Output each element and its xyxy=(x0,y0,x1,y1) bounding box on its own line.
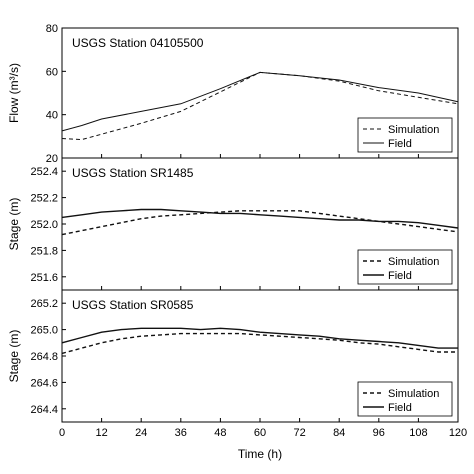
legend-box xyxy=(357,117,453,153)
y-tick-label: 265.2 xyxy=(30,298,58,310)
x-tick-label: 0 xyxy=(59,427,65,439)
y-tick-label: 20 xyxy=(46,153,58,165)
y-tick-label: 252.0 xyxy=(30,219,58,231)
x-tick-label: 24 xyxy=(135,427,147,439)
y-tick-label: 264.6 xyxy=(30,377,58,389)
y-axis-label: Flow (m³/s) xyxy=(7,63,21,123)
y-tick-label: 265.0 xyxy=(30,325,58,337)
series-line-field xyxy=(61,71,459,132)
x-axis-label: Time (h) xyxy=(238,447,282,461)
y-tick-label: 252.2 xyxy=(30,193,58,205)
y-tick-label: 264.8 xyxy=(30,351,58,363)
legend-label: Field xyxy=(388,138,412,150)
legend-label: Simulation xyxy=(388,256,439,268)
x-tick-label: 60 xyxy=(254,427,266,439)
x-tick-label: 48 xyxy=(214,427,226,439)
legend: Simulation Field xyxy=(357,381,453,417)
series-line-simulation xyxy=(61,210,459,236)
legend-box xyxy=(357,249,453,285)
series-line-field xyxy=(61,208,459,229)
y-tick-label: 252.4 xyxy=(30,166,58,178)
x-tick-label: 108 xyxy=(409,427,427,439)
x-tick-label: 84 xyxy=(333,427,345,439)
y-tick-label: 251.6 xyxy=(30,272,58,284)
panel-title: USGS Station SR0585 xyxy=(72,298,194,312)
y-tick-label: 264.4 xyxy=(30,404,58,416)
x-tick-label: 12 xyxy=(95,427,107,439)
legend-label: Field xyxy=(388,270,412,282)
y-axis-label: Stage (m) xyxy=(7,198,21,251)
panel-1: 20 40 60 80 Flow (m³/s) USGS Station 04105500… xyxy=(7,23,459,165)
panel-3: 264.4 264.6 264.8 265.0 265.2 0 12 24 36 48 60 72 84… xyxy=(7,289,467,439)
series-line-simulation xyxy=(61,71,459,141)
y-tick-label: 251.8 xyxy=(30,245,58,257)
series-line-field xyxy=(61,327,458,349)
y-tick-label: 40 xyxy=(46,110,58,122)
panel-title: USGS Station SR1485 xyxy=(72,166,194,180)
panel-title: USGS Station 04105500 xyxy=(72,36,204,50)
y-axis-label: Stage (m) xyxy=(7,330,21,383)
legend: Simulation Field xyxy=(357,249,453,285)
x-tick-label: 36 xyxy=(175,427,187,439)
x-tick-label: 120 xyxy=(449,427,467,439)
legend-box xyxy=(357,381,453,417)
legend-label: Simulation xyxy=(388,388,439,400)
y-tick-label: 60 xyxy=(46,66,58,78)
x-tick-label: 72 xyxy=(293,427,305,439)
legend: Simulation Field xyxy=(357,117,453,153)
panel-2: 251.6 251.8 252.0 252.2 252.4 Stage (m) USGS S… xyxy=(7,157,459,291)
x-tick-label: 96 xyxy=(373,427,385,439)
legend-label: Field xyxy=(388,402,412,414)
series-line-simulation xyxy=(61,332,458,355)
y-tick-label: 80 xyxy=(46,23,58,35)
legend-label: Simulation xyxy=(388,124,439,136)
